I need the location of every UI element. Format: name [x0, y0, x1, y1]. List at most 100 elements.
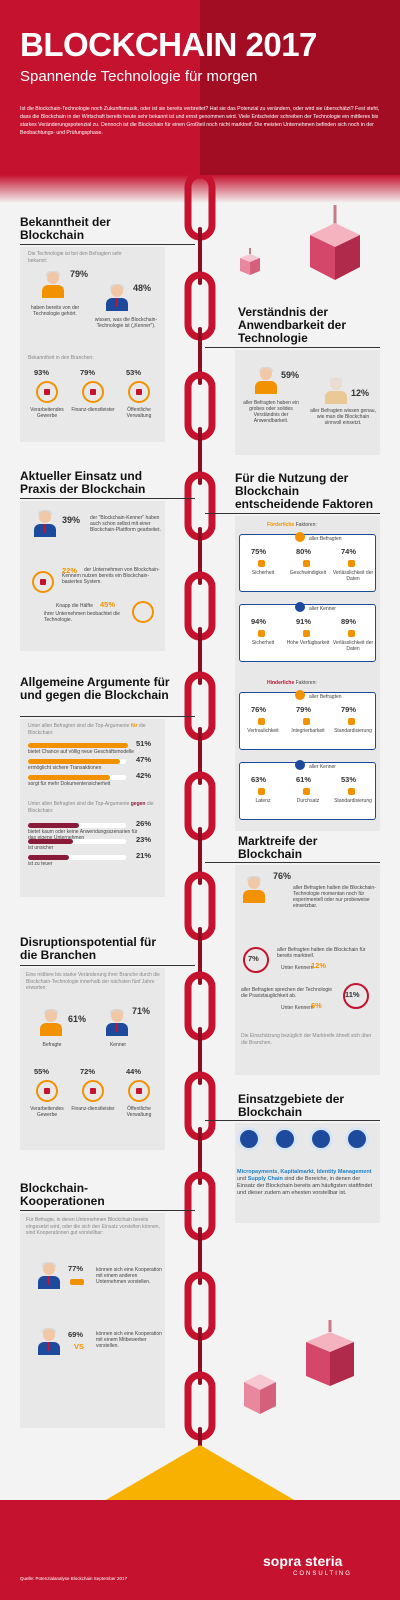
bar-track [28, 743, 128, 748]
bekanntheit-intro: Die Technologie ist bei den Befragten se… [28, 251, 122, 264]
industry-icon-dot [44, 1088, 50, 1094]
factor-icon [348, 718, 355, 725]
factor-icon [303, 560, 310, 567]
bar-fill [28, 855, 69, 860]
person-icon [38, 1262, 60, 1289]
panel-marktreife: 76% aller Befragten halten die Blockchai… [235, 865, 380, 1075]
factor-pct: 75% [251, 547, 267, 556]
bekanntheit-right-label: wissen, was die Blockchain-Technologie i… [94, 317, 158, 329]
argumente-gegen-word: gegen [130, 801, 146, 807]
argumente-gegen-intro-a: Unter allen Befragten sind die Top-Argum… [28, 801, 130, 807]
factor-icon [303, 718, 310, 725]
branche-pct: 44% [126, 1067, 142, 1076]
branche-pct: 72% [80, 1067, 96, 1076]
argument-pct: 21% [136, 851, 152, 860]
person-icon [42, 271, 64, 298]
factor-pct: 63% [251, 775, 267, 784]
section-divider [205, 862, 380, 863]
chain-link [198, 227, 202, 285]
branche-label: Verarbeitendes Gewerbe [30, 1106, 64, 1118]
branche-label: Öffentliche Verwaltung [126, 1106, 152, 1118]
argument-label: ist zu teuer [28, 861, 53, 867]
kooperationen-text1: können sich eine Kooperation mit einem a… [96, 1267, 162, 1285]
argumente-fuer-intro-a: Unter allen Befragten sind die Top-Argum… [28, 723, 130, 729]
section-title-argumente: Allgemeine Argumente für und gegen die B… [20, 675, 170, 702]
industry-icon-dot [136, 1088, 142, 1094]
intro-text: Ist die Blockchain-Technologie noch Zuku… [20, 106, 380, 136]
einsatzgebiete-highlight: Supply Chain [247, 1176, 283, 1182]
branche-label: Finanz-dienstleister [71, 1106, 115, 1112]
bar-fill [28, 743, 128, 748]
faktoren-hinderlich-heading: Hinderliche Faktoren: [267, 680, 367, 686]
bekanntheit-left-label: haben bereits von der Technologie gehört… [30, 305, 80, 317]
einsatz-text1: der "Blockchain-Kenner" haben auch schon… [90, 515, 161, 533]
einsatzgebiete-body: sind die Bereiche, in denen der Einsatz … [237, 1176, 373, 1196]
branche-pct: 79% [80, 368, 96, 377]
header-banner-shade [200, 0, 400, 175]
foerderlich-label: Förderliche [267, 522, 295, 528]
chain-link [198, 1227, 202, 1285]
factor-pct: 89% [341, 617, 357, 626]
cube-decoration [240, 248, 260, 275]
argumente-fuer-word: für [130, 723, 138, 729]
marktreife-pct1: 76% [273, 871, 292, 881]
factor-label: Standardisierung [334, 798, 372, 804]
factor-icon [348, 788, 355, 795]
marktreife-pct3b: 6% [311, 1001, 322, 1010]
section-divider [20, 1210, 195, 1211]
panel-verstaendnis: 59% aller Befragten haben ein grobes ode… [235, 350, 380, 455]
verstaendnis-right-label: aller Befragten wissen genau, wie man di… [310, 408, 376, 426]
argumente-fuer-intro-b: die Blockchain: [28, 723, 146, 736]
industry-icon-dot [44, 389, 50, 395]
company-logo: sopra steria [263, 1553, 343, 1569]
verstaendnis-left-label: aller Befragten haben ein grobes oder so… [243, 400, 299, 424]
factor-group-label: aller Befragten [309, 694, 342, 700]
section-title-verstaendnis: Verständnis der Anwendbarkeit der Techno… [238, 305, 347, 345]
factor-pct: 79% [296, 705, 312, 714]
bar-track [28, 775, 126, 780]
industry-icon-dot [90, 1088, 96, 1094]
chain-link [198, 427, 202, 485]
micropayment-icon [237, 1127, 261, 1151]
factor-label: Latenz [255, 798, 271, 804]
person-icon [295, 602, 305, 612]
factor-pct: 53% [341, 775, 357, 784]
einsatz-text2: der Unternehmen von Blockchain-Kennern n… [62, 567, 160, 585]
einsatzgebiete-highlight: Identity Management [316, 1169, 372, 1175]
section-divider [205, 1120, 380, 1121]
argumente-gegen-intro-b: die Blockchain: [28, 801, 154, 814]
einsatz-pct2: 22% [62, 566, 78, 575]
marktreife-text1: aller Befragten halten die Blockchain-Te… [293, 885, 376, 909]
argument-pct: 51% [136, 739, 152, 748]
section-divider [20, 716, 195, 717]
chain-link [198, 327, 202, 385]
section-title-faktoren: Für die Nutzung der Blockchain entscheid… [235, 471, 374, 511]
factor-label: Durchsatz [296, 798, 320, 804]
faktoren-suffix: Faktoren: [295, 680, 317, 686]
argument-pct: 26% [136, 819, 152, 828]
handshake-icon [70, 1279, 84, 1285]
person-icon [295, 690, 305, 700]
company-logo-sub: CONSULTING [293, 1571, 352, 1577]
versus-label: VS [74, 1342, 85, 1351]
argumente-fuer-intro: Unter allen Befragten sind die Top-Argum… [28, 723, 158, 736]
factor-label: Sicherheit [251, 640, 275, 646]
person-icon [295, 760, 305, 770]
industry-icon [128, 1080, 150, 1102]
chain-link [198, 827, 202, 885]
person-icon [295, 532, 305, 542]
marktreife-text2: aller Befragten halten die Blockchain fü… [277, 947, 366, 959]
person-icon [34, 510, 56, 537]
faktoren-suffix: Faktoren: [295, 522, 317, 528]
industry-icon [82, 381, 104, 403]
bar-fill [28, 839, 73, 844]
section-title-marktreife: Marktreife der Blockchain [238, 834, 318, 861]
factor-pct: 94% [251, 617, 267, 626]
industry-icon [36, 1080, 58, 1102]
marktreife-pct3: 11% [345, 990, 360, 999]
einsatzgebiete-highlight: Micropayments [237, 1169, 278, 1175]
argument-label: ermöglicht sichere Transaktionen [28, 765, 102, 771]
factor-pct: 76% [251, 705, 267, 714]
bar-track [28, 855, 126, 860]
factor-pct: 61% [296, 775, 312, 784]
